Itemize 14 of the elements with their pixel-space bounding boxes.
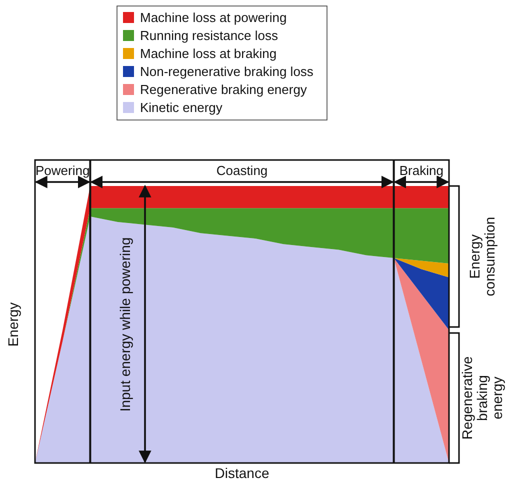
x-axis-title: Distance: [214, 465, 270, 481]
legend-label: Running resistance loss: [140, 28, 279, 43]
text: Energy consumption: [466, 216, 498, 296]
legend-label: Kinetic energy: [140, 100, 223, 115]
text: Braking: [399, 163, 444, 178]
text: Coasting: [216, 163, 268, 178]
legend-label: Non-regenerative braking loss: [140, 64, 314, 79]
y-axis-title: Energy: [5, 302, 21, 347]
legend-label: Machine loss at powering: [140, 10, 287, 25]
legend-label: Machine loss at braking: [140, 46, 277, 61]
annotation: Input energy while powering: [117, 237, 133, 412]
text: Regenerative braking energy: [459, 356, 505, 440]
legend-label: Regenerative braking energy: [140, 82, 308, 97]
text: Powering: [36, 163, 90, 178]
